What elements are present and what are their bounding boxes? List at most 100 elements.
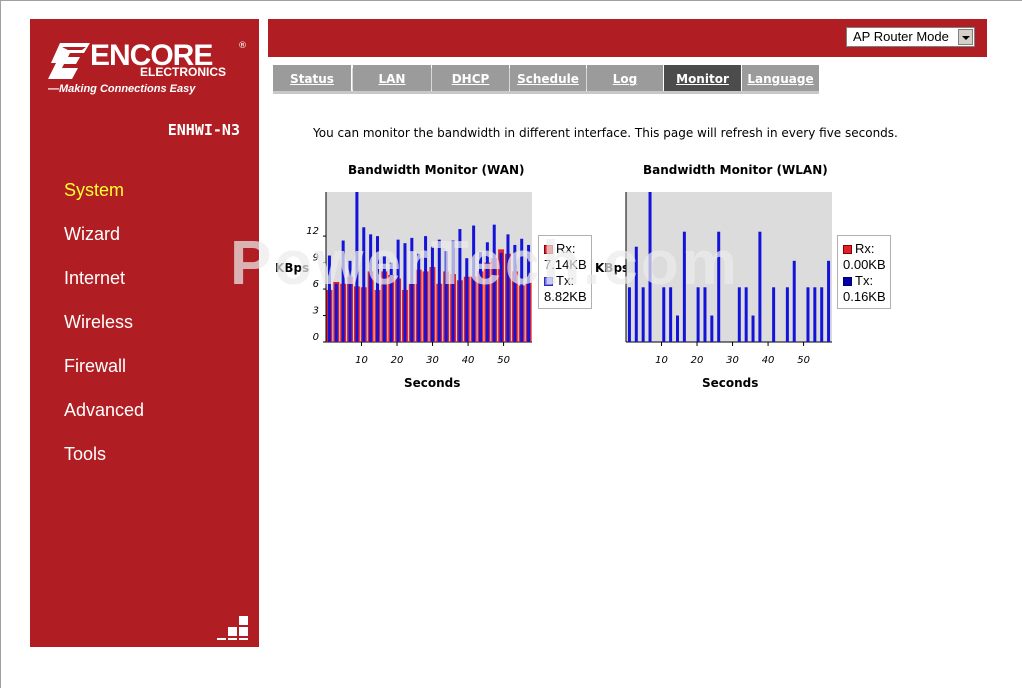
wlan-x-tick-label: 30 bbox=[726, 355, 739, 366]
sidebar-item-tools[interactable]: Tools bbox=[64, 444, 107, 464]
wlan-plot-area bbox=[626, 192, 832, 342]
tab-bar-underline bbox=[273, 91, 819, 94]
wan-chart-title: Bandwidth Monitor (WAN) bbox=[348, 163, 525, 177]
brand-logo: ENCORE ® ELECTRONICS —Making Connections… bbox=[48, 39, 247, 101]
wan-tx-bar bbox=[520, 238, 524, 342]
logo-wordmark: ENCORE bbox=[90, 39, 213, 72]
wan-tx-bar bbox=[499, 252, 503, 342]
wan-tx-bar bbox=[527, 244, 531, 342]
wlan-chart-title: Bandwidth Monitor (WLAN) bbox=[643, 163, 828, 177]
sidebar-item-wizard[interactable]: Wizard bbox=[64, 224, 121, 244]
wan-x-axis-label: Seconds bbox=[404, 376, 461, 390]
wlan-tx-bar bbox=[662, 287, 666, 342]
wan-tx-bar bbox=[513, 244, 517, 342]
rx-swatch bbox=[544, 245, 553, 255]
wan-legend-rx: Rx: bbox=[544, 241, 576, 256]
wlan-legend-rx-value: 0.00KB bbox=[843, 257, 886, 272]
wan-tx-bar bbox=[369, 234, 373, 342]
wan-x-tick-label: 20 bbox=[391, 355, 404, 366]
wan-tx-bar bbox=[327, 255, 331, 342]
wan-legend-rx-label: Rx: bbox=[556, 241, 576, 256]
wan-y-tick-label: 12 bbox=[306, 226, 319, 237]
wan-tx-bar bbox=[424, 236, 428, 342]
tab-bar: Status LAN DHCP Schedule Log Monitor Lan… bbox=[273, 65, 819, 93]
sidebar-item-system[interactable]: System bbox=[64, 180, 125, 200]
wlan-tx-bar bbox=[696, 287, 700, 342]
tab-log[interactable]: Log bbox=[587, 65, 663, 91]
wan-tx-bar bbox=[410, 237, 414, 342]
wan-x-tick-label: 10 bbox=[355, 355, 368, 366]
wan-tx-bar bbox=[437, 239, 441, 342]
wan-tx-bar bbox=[382, 256, 386, 342]
wlan-tx-bar bbox=[648, 192, 652, 342]
wlan-tx-bar bbox=[813, 287, 817, 342]
wlan-tx-bar bbox=[792, 260, 796, 342]
sidebar-item-firewall[interactable]: Firewall bbox=[64, 356, 127, 376]
wan-tx-bar bbox=[479, 252, 482, 342]
wan-plot-area bbox=[326, 192, 532, 342]
wan-tx-bar bbox=[506, 234, 510, 342]
wlan-x-tick-label: 50 bbox=[797, 355, 810, 366]
wan-x-tick-label: 30 bbox=[426, 355, 439, 366]
wlan-tx-bar bbox=[827, 260, 831, 342]
wlan-x-tick-label: 20 bbox=[691, 355, 704, 366]
wlan-tx-bar bbox=[710, 315, 714, 342]
tab-schedule[interactable]: Schedule bbox=[510, 65, 586, 91]
tab-separator bbox=[431, 68, 432, 90]
tx-swatch bbox=[843, 277, 852, 287]
mode-select-value: AP Router Mode bbox=[853, 29, 949, 44]
sidebar: ENCORE ® ELECTRONICS —Making Connections… bbox=[30, 19, 259, 647]
wlan-tx-bar bbox=[737, 287, 741, 342]
tab-dhcp[interactable]: DHCP bbox=[432, 65, 509, 91]
wan-x-tick-label: 40 bbox=[462, 355, 475, 366]
wan-y-axis-label: KBps bbox=[275, 261, 310, 275]
tab-monitor[interactable]: Monitor bbox=[664, 65, 741, 91]
wan-legend-tx-label: Tx: bbox=[556, 273, 575, 288]
tx-swatch bbox=[544, 277, 553, 287]
sidebar-item-internet[interactable]: Internet bbox=[64, 268, 126, 288]
tab-status[interactable]: Status bbox=[273, 65, 351, 91]
header-bar: AP Router Mode bbox=[268, 19, 987, 57]
wan-tx-bar bbox=[465, 258, 469, 342]
wlan-tx-bar bbox=[758, 231, 762, 342]
wan-legend-tx-value: 8.82KB bbox=[544, 289, 587, 304]
wan-tx-bar bbox=[485, 242, 489, 342]
wan-tx-bar bbox=[403, 243, 407, 342]
sidebar-item-wireless[interactable]: Wireless bbox=[64, 312, 134, 332]
wan-x-tick-label: 50 bbox=[497, 355, 510, 366]
dropdown-arrow-icon[interactable] bbox=[958, 29, 973, 45]
wlan-tx-bar bbox=[682, 231, 686, 342]
wan-y-tick-label: 9 bbox=[313, 253, 319, 264]
wlan-tx-bar bbox=[744, 287, 748, 342]
wan-tx-bar bbox=[451, 240, 455, 342]
tab-lan[interactable]: LAN bbox=[353, 65, 431, 91]
rx-swatch bbox=[843, 245, 852, 255]
wlan-legend-rx: Rx: bbox=[843, 241, 875, 256]
wan-tx-bar bbox=[389, 262, 393, 342]
wlan-y-axis-label: KBps bbox=[595, 261, 630, 275]
wan-legend-rx-value: 7.14KB bbox=[544, 257, 587, 272]
wan-tx-bar bbox=[492, 224, 496, 342]
wan-tx-bar bbox=[362, 227, 366, 342]
mode-select[interactable]: AP Router Mode bbox=[846, 27, 975, 47]
wlan-tx-bar bbox=[634, 246, 638, 342]
wan-tx-bar bbox=[444, 251, 448, 342]
page-description: You can monitor the bandwidth in differe… bbox=[313, 126, 898, 140]
wlan-legend: Rx: 0.00KB Tx: 0.16KB bbox=[837, 235, 891, 309]
wlan-legend-tx: Tx: bbox=[843, 273, 873, 288]
wlan-x-tick-label: 10 bbox=[655, 355, 668, 366]
wlan-tx-bar bbox=[627, 287, 631, 342]
wan-y-tick-label: 0 bbox=[313, 332, 319, 343]
sidebar-item-advanced[interactable]: Advanced bbox=[64, 400, 145, 420]
wlan-legend-tx-value: 0.16KB bbox=[843, 289, 886, 304]
wlan-tx-bar bbox=[820, 287, 824, 342]
logo-subtitle: ELECTRONICS bbox=[140, 65, 227, 79]
wlan-tx-bar bbox=[703, 287, 707, 342]
wan-tx-bar bbox=[396, 239, 400, 342]
wlan-legend-tx-label: Tx: bbox=[855, 273, 874, 288]
wan-y-tick-label: 6 bbox=[313, 279, 319, 290]
wlan-bandwidth-chart: 10 20 30 40 50 bbox=[625, 192, 832, 366]
wlan-x-axis-label: Seconds bbox=[702, 376, 759, 390]
wan-tx-bar bbox=[348, 260, 352, 342]
tab-language[interactable]: Language bbox=[742, 65, 819, 91]
